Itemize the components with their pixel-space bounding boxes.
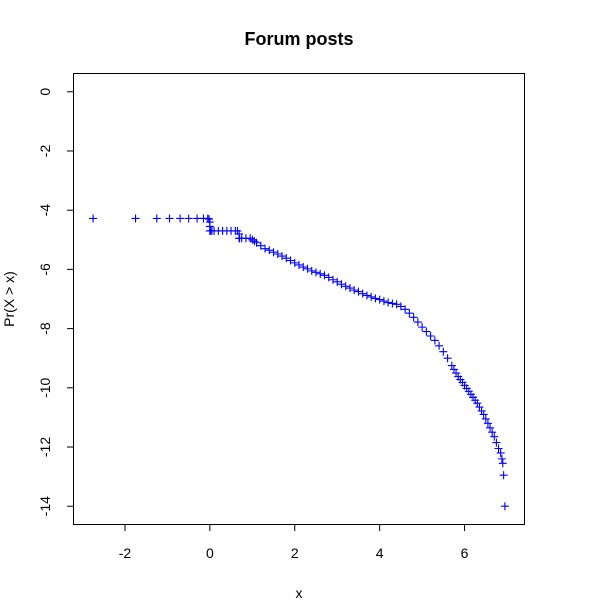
data-point [375, 295, 384, 304]
data-point [333, 277, 342, 286]
x-axis-label: x [296, 585, 303, 600]
data-point [324, 273, 333, 282]
data-point [362, 291, 371, 300]
data-point [405, 309, 414, 318]
data-point [345, 284, 354, 293]
data-points [89, 214, 509, 511]
data-point [278, 252, 287, 261]
data-point [401, 305, 410, 314]
data-point [316, 269, 325, 278]
data-point [486, 423, 495, 432]
data-point [384, 298, 393, 307]
data-point [184, 214, 193, 223]
y-axis-label: Pr(X > x) [1, 271, 17, 327]
data-point [483, 419, 492, 428]
data-point [413, 318, 422, 327]
data-point [203, 214, 212, 223]
data-point [295, 260, 303, 269]
data-point [299, 263, 308, 272]
data-point [426, 332, 435, 341]
data-point [337, 280, 346, 289]
data-point [261, 244, 270, 253]
data-point [358, 289, 367, 298]
data-point [443, 354, 452, 363]
data-point [490, 432, 499, 441]
data-point [131, 214, 140, 223]
data-point [481, 414, 490, 423]
y-tick-label: -14 [37, 496, 53, 516]
data-point [498, 459, 507, 468]
data-point [371, 294, 380, 303]
data-point [396, 302, 405, 311]
data-point [392, 300, 401, 309]
data-point [256, 241, 265, 250]
data-point [494, 444, 503, 453]
data-point [307, 266, 316, 275]
y-tick-label: -2 [37, 145, 53, 158]
data-point [265, 246, 274, 255]
data-point [252, 238, 261, 247]
data-point [479, 410, 488, 419]
data-point [311, 268, 320, 277]
data-point [176, 214, 185, 223]
data-point [499, 471, 508, 480]
data-point [477, 406, 486, 415]
data-point [492, 438, 501, 447]
data-point [435, 341, 444, 350]
x-tick-label: 2 [291, 545, 299, 561]
data-point [388, 299, 397, 308]
data-point [439, 347, 448, 356]
x-tick-label: 6 [461, 545, 469, 561]
data-point [449, 365, 458, 374]
data-point [286, 256, 295, 265]
data-point [320, 271, 329, 280]
data-point [89, 214, 98, 223]
data-point [422, 327, 431, 336]
x-tick-label: -2 [119, 545, 132, 561]
data-point [475, 403, 484, 412]
data-point [430, 336, 439, 345]
data-point [452, 369, 461, 378]
x-axis: -2 0 2 4 6 [119, 524, 469, 561]
data-point [269, 248, 278, 257]
data-point [290, 258, 299, 267]
data-point [303, 264, 312, 273]
y-tick-label: -10 [37, 377, 53, 397]
y-tick-label: -8 [37, 322, 53, 335]
plot-frame [73, 73, 525, 525]
data-point [488, 428, 497, 437]
data-point [282, 254, 291, 263]
x-tick-label: 4 [376, 545, 384, 561]
data-point [328, 275, 337, 284]
data-point [497, 454, 506, 463]
data-point [500, 502, 509, 511]
y-tick-label: -6 [37, 263, 53, 276]
data-point [496, 448, 505, 457]
data-point [418, 323, 427, 332]
data-point [447, 361, 456, 370]
y-axis: 0 -2 -4 -6 -8 -10 -12 -14 [37, 88, 74, 516]
x-tick-label: 0 [206, 545, 214, 561]
y-tick-label: -12 [37, 437, 53, 457]
data-point [367, 292, 376, 301]
y-tick-label: 0 [37, 88, 53, 96]
y-tick-label: -4 [37, 204, 53, 217]
data-point [409, 313, 418, 322]
data-point [341, 282, 350, 291]
data-point [165, 214, 174, 223]
chart-title: Forum posts [244, 29, 353, 49]
data-point [273, 250, 282, 258]
data-point [379, 297, 388, 306]
data-point [354, 287, 363, 296]
data-point [350, 286, 359, 295]
data-point [152, 214, 161, 223]
